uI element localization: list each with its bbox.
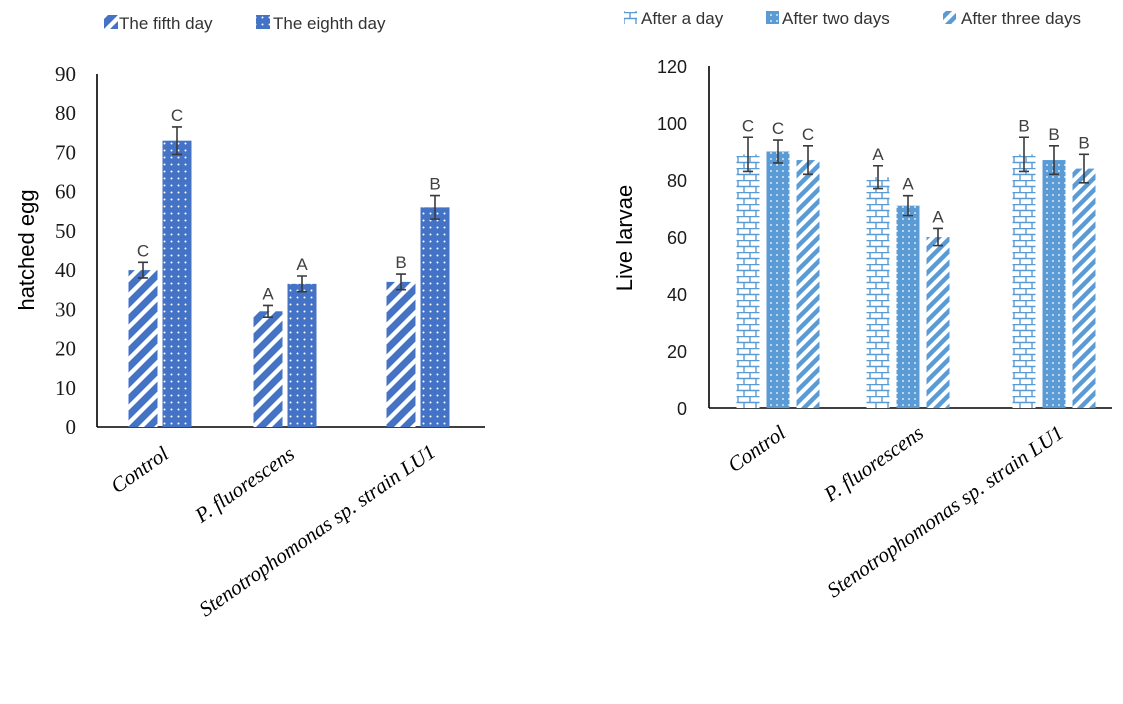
legend-item-fifth-day: The fifth day — [104, 14, 213, 33]
legend-swatch-fifth-day — [104, 15, 118, 29]
significance-label: A — [932, 207, 944, 226]
significance-label: A — [296, 255, 308, 274]
legend-swatch-after-two-days — [766, 11, 779, 24]
significance-label: A — [902, 175, 914, 194]
bar-after-two-days-stenotrophomonas-sp-strain-lu1 — [1042, 160, 1066, 408]
error-bar — [1019, 136, 1029, 173]
bar-after-three-days-control — [796, 160, 820, 408]
bar-after-a-day-stenotrophomonas-sp-strain-lu1 — [1012, 154, 1036, 408]
significance-label: C — [802, 125, 814, 144]
bar-the-eighth-day-control — [162, 140, 192, 427]
significance-label: A — [262, 284, 274, 303]
chart1-y-axis-title: hatched egg — [14, 189, 39, 310]
legend-item-after-a-day: After a day — [624, 9, 724, 28]
y-tick-label: 30 — [55, 297, 76, 321]
y-tick-label: 0 — [66, 415, 77, 439]
y-tick-label: 70 — [55, 140, 76, 164]
bar-after-three-days-p-fluorescens — [926, 237, 950, 408]
bar-after-three-days-stenotrophomonas-sp-strain-lu1 — [1072, 168, 1096, 408]
chart2-legend: After a day After two days After three d… — [624, 9, 1081, 28]
bar-after-two-days-p-fluorescens — [896, 205, 920, 408]
error-bar — [297, 275, 307, 293]
significance-label: C — [171, 106, 183, 125]
y-tick-label: 20 — [667, 342, 687, 362]
legend-item-after-two-days: After two days — [766, 9, 890, 28]
category-label-control: Control — [106, 441, 173, 498]
error-bar — [903, 194, 913, 217]
legend-swatch-eighth-day — [256, 15, 270, 29]
bar-after-two-days-control — [766, 151, 790, 408]
legend-label-eighth-day: The eighth day — [273, 14, 386, 33]
chart2-y-tick-labels: 0 20 40 60 80 100 120 — [657, 57, 687, 419]
error-bar — [773, 139, 783, 164]
legend-item-after-three-days: After three days — [943, 9, 1081, 28]
y-tick-label: 0 — [677, 399, 687, 419]
significance-label: B — [1078, 133, 1089, 152]
legend-label-fifth-day: The fifth day — [119, 14, 213, 33]
error-bar — [1079, 153, 1089, 184]
legend-label-after-a-day: After a day — [641, 9, 724, 28]
chart1-bars: C C A A B B — [128, 106, 450, 427]
live-larvae-chart: After a day After two days After three d… — [612, 9, 1112, 602]
bar-after-a-day-p-fluorescens — [866, 177, 890, 408]
bar-the-fifth-day-control — [128, 270, 158, 427]
legend-swatch-after-three-days — [943, 11, 956, 24]
significance-label: B — [1018, 116, 1029, 135]
error-bar — [430, 194, 440, 220]
significance-label: C — [742, 116, 754, 135]
y-tick-label: 100 — [657, 114, 687, 134]
bar-the-eighth-day-p-fluorescens — [287, 283, 317, 427]
y-tick-label: 80 — [55, 101, 76, 125]
bar-the-fifth-day-p-fluorescens — [253, 311, 283, 427]
category-label-stenotrophomonas-sp-strain-lu1: Stenotrophomonas sp. strain LU1 — [194, 439, 439, 621]
y-tick-label: 50 — [55, 219, 76, 243]
significance-label: B — [429, 175, 440, 194]
category-label-p-fluorescens: P. fluorescens — [819, 420, 928, 506]
error-bar — [803, 145, 813, 176]
legend-label-after-three-days: After three days — [961, 9, 1081, 28]
y-tick-label: 10 — [55, 376, 76, 400]
chart1-y-tick-labels: 0 10 20 30 40 50 60 70 80 90 — [55, 62, 76, 439]
category-label-stenotrophomonas-sp-strain-lu1: Stenotrophomonas sp. strain LU1 — [822, 420, 1067, 602]
hatched-egg-chart: The fifth day The eighth day hatched egg… — [14, 14, 485, 621]
bar-the-fifth-day-stenotrophomonas-sp-strain-lu1 — [386, 281, 416, 427]
y-tick-label: 90 — [55, 62, 76, 86]
bar-after-a-day-control — [736, 154, 760, 408]
y-tick-label: 60 — [55, 180, 76, 204]
significance-label: A — [872, 145, 884, 164]
category-label-control: Control — [723, 420, 790, 477]
legend-swatch-after-a-day — [624, 11, 637, 24]
y-tick-label: 80 — [667, 171, 687, 191]
error-bar — [933, 227, 943, 247]
y-tick-label: 120 — [657, 57, 687, 77]
chart1-legend: The fifth day The eighth day — [104, 14, 386, 33]
significance-label: B — [395, 253, 406, 272]
y-tick-label: 40 — [55, 258, 76, 282]
error-bar — [1049, 145, 1059, 176]
y-tick-label: 40 — [667, 285, 687, 305]
error-bar — [263, 304, 273, 318]
y-tick-label: 20 — [55, 337, 76, 361]
significance-label: C — [772, 119, 784, 138]
legend-item-eighth-day: The eighth day — [256, 14, 386, 33]
legend-label-after-two-days: After two days — [782, 9, 890, 28]
error-bar — [743, 136, 753, 173]
chart2-y-axis-title: Live larvae — [612, 185, 637, 291]
significance-label: C — [137, 241, 149, 260]
significance-label: B — [1048, 125, 1059, 144]
error-bar — [873, 164, 883, 190]
error-bar — [172, 126, 182, 156]
category-label-p-fluorescens: P. fluorescens — [190, 441, 299, 527]
y-tick-label: 60 — [667, 228, 687, 248]
error-bar — [138, 261, 148, 279]
bar-the-eighth-day-stenotrophomonas-sp-strain-lu1 — [420, 207, 450, 427]
error-bar — [396, 273, 406, 291]
